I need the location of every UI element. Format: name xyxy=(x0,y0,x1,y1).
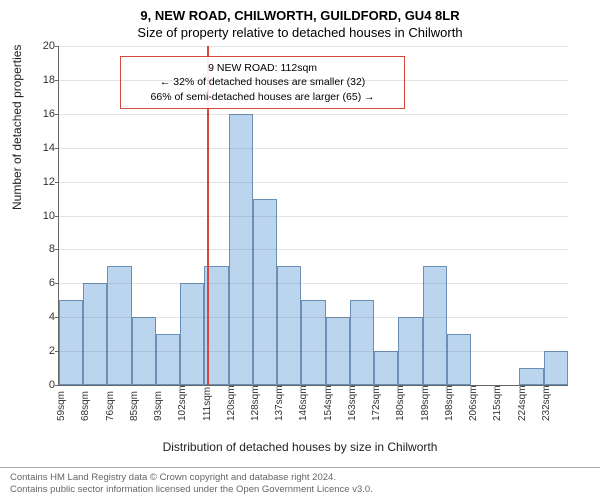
y-tick-label: 12 xyxy=(31,176,55,188)
histogram-chart: 59sqm68sqm76sqm85sqm93sqm102sqm111sqm120… xyxy=(58,46,568,386)
y-tick-mark xyxy=(55,182,59,183)
bar xyxy=(301,300,325,385)
y-tick-label: 16 xyxy=(31,108,55,120)
x-tick-label: 120sqm xyxy=(226,385,237,421)
plot-area: 59sqm68sqm76sqm85sqm93sqm102sqm111sqm120… xyxy=(58,46,568,386)
gridline xyxy=(59,182,568,183)
y-tick-mark xyxy=(55,351,59,352)
bar xyxy=(59,300,83,385)
y-tick-mark xyxy=(55,46,59,47)
y-tick-mark xyxy=(55,283,59,284)
x-tick-label: 102sqm xyxy=(177,385,188,421)
x-tick-label: 232sqm xyxy=(541,385,552,421)
y-tick-label: 8 xyxy=(31,243,55,255)
gridline xyxy=(59,148,568,149)
footer: Contains HM Land Registry data © Crown c… xyxy=(0,467,600,498)
y-tick-mark xyxy=(55,80,59,81)
x-tick-label: 68sqm xyxy=(80,391,91,421)
bar xyxy=(519,368,543,385)
bar xyxy=(350,300,374,385)
x-tick-label: 154sqm xyxy=(323,385,334,421)
annotation-line-2: ← 32% of detached houses are smaller (32… xyxy=(129,75,396,89)
gridline xyxy=(59,351,568,352)
x-tick-label: 206sqm xyxy=(468,385,479,421)
y-tick-label: 14 xyxy=(31,142,55,154)
gridline xyxy=(59,249,568,250)
x-tick-label: 189sqm xyxy=(420,385,431,421)
x-tick-label: 180sqm xyxy=(395,385,406,421)
bar xyxy=(83,283,107,385)
y-tick-mark xyxy=(55,385,59,386)
x-axis-label: Distribution of detached houses by size … xyxy=(0,440,600,454)
y-tick-mark xyxy=(55,114,59,115)
y-tick-label: 10 xyxy=(31,210,55,222)
y-tick-mark xyxy=(55,216,59,217)
y-tick-label: 6 xyxy=(31,277,55,289)
x-tick-label: 146sqm xyxy=(298,385,309,421)
bar xyxy=(156,334,180,385)
gridline xyxy=(59,80,568,81)
y-tick-label: 18 xyxy=(31,74,55,86)
annotation-line-1: 9 NEW ROAD: 112sqm xyxy=(129,61,396,75)
x-tick-label: 215sqm xyxy=(492,385,503,421)
bar xyxy=(180,283,204,385)
annotation-line-3: 66% of semi-detached houses are larger (… xyxy=(129,90,396,104)
x-tick-label: 59sqm xyxy=(56,391,67,421)
y-tick-label: 4 xyxy=(31,311,55,323)
x-tick-label: 111sqm xyxy=(202,387,213,421)
gridline xyxy=(59,216,568,217)
y-tick-mark xyxy=(55,317,59,318)
y-tick-label: 2 xyxy=(31,345,55,357)
gridline xyxy=(59,317,568,318)
bar xyxy=(374,351,398,385)
annotation-box: 9 NEW ROAD: 112sqm ← 32% of detached hou… xyxy=(120,56,405,109)
y-tick-label: 0 xyxy=(31,379,55,391)
x-tick-label: 76sqm xyxy=(105,391,116,421)
page-title: 9, NEW ROAD, CHILWORTH, GUILDFORD, GU4 8… xyxy=(0,0,600,23)
footer-line-1: Contains HM Land Registry data © Crown c… xyxy=(10,472,590,484)
y-tick-mark xyxy=(55,148,59,149)
x-tick-label: 163sqm xyxy=(347,385,358,421)
gridline xyxy=(59,114,568,115)
x-tick-label: 85sqm xyxy=(129,391,140,421)
bar xyxy=(253,199,277,385)
gridline xyxy=(59,283,568,284)
y-tick-label: 20 xyxy=(31,40,55,52)
x-tick-label: 198sqm xyxy=(444,385,455,421)
page-subtitle: Size of property relative to detached ho… xyxy=(0,23,600,40)
x-tick-label: 128sqm xyxy=(250,385,261,421)
x-tick-label: 93sqm xyxy=(153,391,164,421)
gridline xyxy=(59,46,568,47)
x-tick-label: 172sqm xyxy=(371,385,382,421)
footer-line-2: Contains public sector information licen… xyxy=(10,484,590,496)
bar xyxy=(447,334,471,385)
gridline xyxy=(59,385,568,386)
y-tick-mark xyxy=(55,249,59,250)
y-axis-label: Number of detached properties xyxy=(10,45,24,210)
x-tick-label: 137sqm xyxy=(274,385,285,421)
x-tick-label: 224sqm xyxy=(517,385,528,421)
bar xyxy=(544,351,568,385)
